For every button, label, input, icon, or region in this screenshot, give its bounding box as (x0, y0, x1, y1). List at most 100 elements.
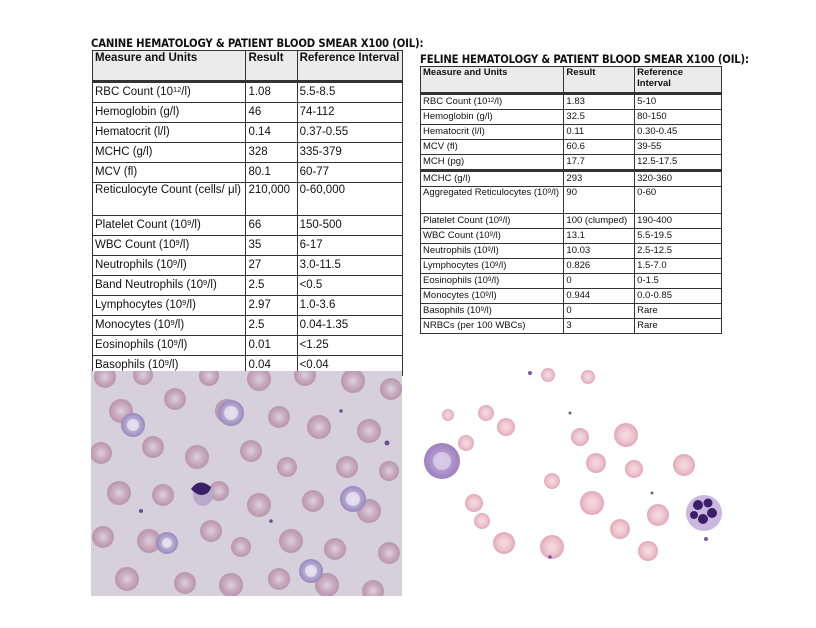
reference-interval-cell: 0-60,000 (296, 182, 404, 216)
result-cell: 35 (245, 235, 298, 256)
table-row-platelet-count: Platelet Count (109/l) 66 150-500 (91, 215, 404, 236)
result-cell: 0 (563, 273, 636, 289)
result-cell: 80.1 (245, 162, 298, 183)
reference-interval-cell: Rare (634, 303, 722, 319)
result-cell: 0 (563, 303, 636, 319)
table-row-mchc: MCHC (g/l) 293 320-360 (419, 169, 722, 187)
reference-interval-cell: 39-55 (634, 139, 722, 155)
feline-hematology-table: Measure and Units Result Reference Inter… (419, 66, 722, 334)
measure-cell: Hemoglobin (g/l) (419, 109, 565, 125)
canine-smear-illustration (91, 371, 402, 596)
reference-interval-cell: <0.5 (296, 275, 404, 296)
reference-interval-cell: 0.0-0.85 (634, 288, 722, 304)
table-row-rbc-count: RBC Count (1012/l) 1.08 5.5-8.5 (91, 80, 404, 103)
reference-interval-cell: 0.37-0.55 (296, 122, 404, 143)
measure-cell: WBC Count (109/l) (419, 228, 565, 244)
table-row-hematocrit: Hematocrit (l/l) 0.11 0.30-0.45 (419, 124, 722, 140)
reference-interval-cell: <0.04 (296, 355, 404, 376)
table-row-monocytes: Monocytes (109/l) 0.944 0.0-0.85 (419, 288, 722, 304)
feline-table-body: RBC Count (1012/l) 1.83 5-10 Hemoglobin (g/… (419, 92, 722, 334)
result-cell: 60.6 (563, 139, 636, 155)
result-cell: 2.97 (245, 295, 298, 316)
measure-cell: Monocytes (109/l) (91, 315, 247, 336)
reference-interval-cell: 0.04-1.35 (296, 315, 404, 336)
measure-cell: RBC Count (1012/l) (419, 92, 565, 110)
reference-interval-cell: 5-10 (634, 92, 722, 110)
reference-interval-cell: 3.0-11.5 (296, 255, 404, 276)
measure-column-header: Measure and Units (91, 50, 247, 82)
reference-interval-cell: 80-150 (634, 109, 722, 125)
table-row-mch: MCH (pg) 17.7 12.5-17.5 (419, 154, 722, 171)
reference-interval-cell: 5.5-8.5 (296, 80, 404, 103)
result-cell: 46 (245, 102, 298, 123)
reference-interval-cell: 0.30-0.45 (634, 124, 722, 140)
reference-interval-cell: 190-400 (634, 213, 722, 229)
table-row-basophils: Basophils (109/l) 0.04 <0.04 (91, 355, 404, 376)
table-row-hematocrit: Hematocrit (l/l) 0.14 0.37-0.55 (91, 122, 404, 143)
measure-cell: Aggregated Reticulocytes (109/l) (419, 186, 565, 214)
table-row-aggregated-reticulocytes: Aggregated Reticulocytes (109/l) 90 0-60 (419, 186, 722, 214)
table-header-row: Measure and Units Result Reference Inter… (91, 50, 404, 82)
reference-interval-cell: 0-1.5 (634, 273, 722, 289)
table-row-mcv: MCV (fl) 60.6 39-55 (419, 139, 722, 155)
measure-cell: Reticulocyte Count (cells/ μl) (91, 182, 247, 216)
result-cell: 210,000 (245, 182, 298, 216)
table-row-basophils: Basophils (109/l) 0 Rare (419, 303, 722, 319)
reference-interval-cell: <1.25 (296, 335, 404, 356)
reference-interval-cell: 5.5-19.5 (634, 228, 722, 244)
result-cell: 66 (245, 215, 298, 236)
reference-interval-cell: 1.5-7.0 (634, 258, 722, 274)
result-cell: 27 (245, 255, 298, 276)
reference-interval-cell: 335-379 (296, 142, 404, 163)
table-row-wbc-count: WBC Count (109/l) 35 6-17 (91, 235, 404, 256)
result-column-header: Result (245, 50, 298, 82)
reference-column-header: Reference Interval (296, 50, 404, 82)
result-cell: 10.03 (563, 243, 636, 259)
measure-cell: MCV (fl) (419, 139, 565, 155)
reference-interval-cell: 60-77 (296, 162, 404, 183)
result-cell: 0.01 (245, 335, 298, 356)
measure-cell: Eosinophils (109/l) (91, 335, 247, 356)
table-row-mcv: MCV (fl) 80.1 60-77 (91, 162, 404, 183)
table-row-band-neutrophils: Band Neutrophils (109/l) 2.5 <0.5 (91, 275, 404, 296)
result-cell: 1.08 (245, 80, 298, 103)
result-cell: 2.5 (245, 275, 298, 296)
table-row-mchc: MCHC (g/l) 328 335-379 (91, 142, 404, 163)
measure-cell: Neutrophils (109/l) (419, 243, 565, 259)
table-row-hemoglobin: Hemoglobin (g/l) 46 74-112 (91, 102, 404, 123)
result-cell: 0.826 (563, 258, 636, 274)
measure-cell: MCV (fl) (91, 162, 247, 183)
measure-cell: Neutrophils (109/l) (91, 255, 247, 276)
table-row-rbc-count: RBC Count (1012/l) 1.83 5-10 (419, 92, 722, 110)
table-row-nrbcs: NRBCs (per 100 WBCs) 3 Rare (419, 318, 722, 334)
measure-cell: Basophils (109/l) (419, 303, 565, 319)
table-header-row: Measure and Units Result Reference Inter… (419, 66, 722, 94)
measure-cell: Monocytes (109/l) (419, 288, 565, 304)
result-cell: 100 (clumped) (563, 213, 636, 229)
result-cell: 328 (245, 142, 298, 163)
result-cell: 90 (563, 186, 636, 214)
table-row-wbc-count: WBC Count (109/l) 13.1 5.5-19.5 (419, 228, 722, 244)
canine-blood-smear-image (91, 371, 402, 596)
result-column-header: Result (563, 66, 636, 94)
reference-interval-cell: Rare (634, 318, 722, 334)
table-row-neutrophils: Neutrophils (109/l) 10.03 2.5-12.5 (419, 243, 722, 259)
measure-cell: RBC Count (1012/l) (91, 80, 247, 103)
table-row-neutrophils: Neutrophils (109/l) 27 3.0-11.5 (91, 255, 404, 276)
feline-blood-smear-image (420, 353, 726, 578)
canine-table-body: RBC Count (1012/l) 1.08 5.5-8.5 Hemoglobin … (91, 80, 404, 376)
feline-smear-illustration (420, 353, 726, 578)
result-cell: 0.14 (245, 122, 298, 143)
table-row-eosinophils: Eosinophils (109/l) 0 0-1.5 (419, 273, 722, 289)
measure-cell: MCHC (g/l) (91, 142, 247, 163)
table-row-lymphocytes: Lymphocytes (109/l) 2.97 1.0-3.6 (91, 295, 404, 316)
result-cell: 17.7 (563, 154, 636, 171)
reference-interval-cell: 0-60 (634, 186, 722, 214)
reference-interval-cell: 6-17 (296, 235, 404, 256)
canine-hematology-table: Measure and Units Result Reference Inter… (91, 50, 404, 376)
result-cell: 3 (563, 318, 636, 334)
feline-section-heading: FELINE HEMATOLOGY & PATIENT BLOOD SMEAR … (420, 52, 749, 66)
measure-cell: MCH (pg) (419, 154, 565, 171)
table-row-platelet-count: Platelet Count (109/l) 100 (clumped) 190-4… (419, 213, 722, 229)
result-cell: 32.5 (563, 109, 636, 125)
